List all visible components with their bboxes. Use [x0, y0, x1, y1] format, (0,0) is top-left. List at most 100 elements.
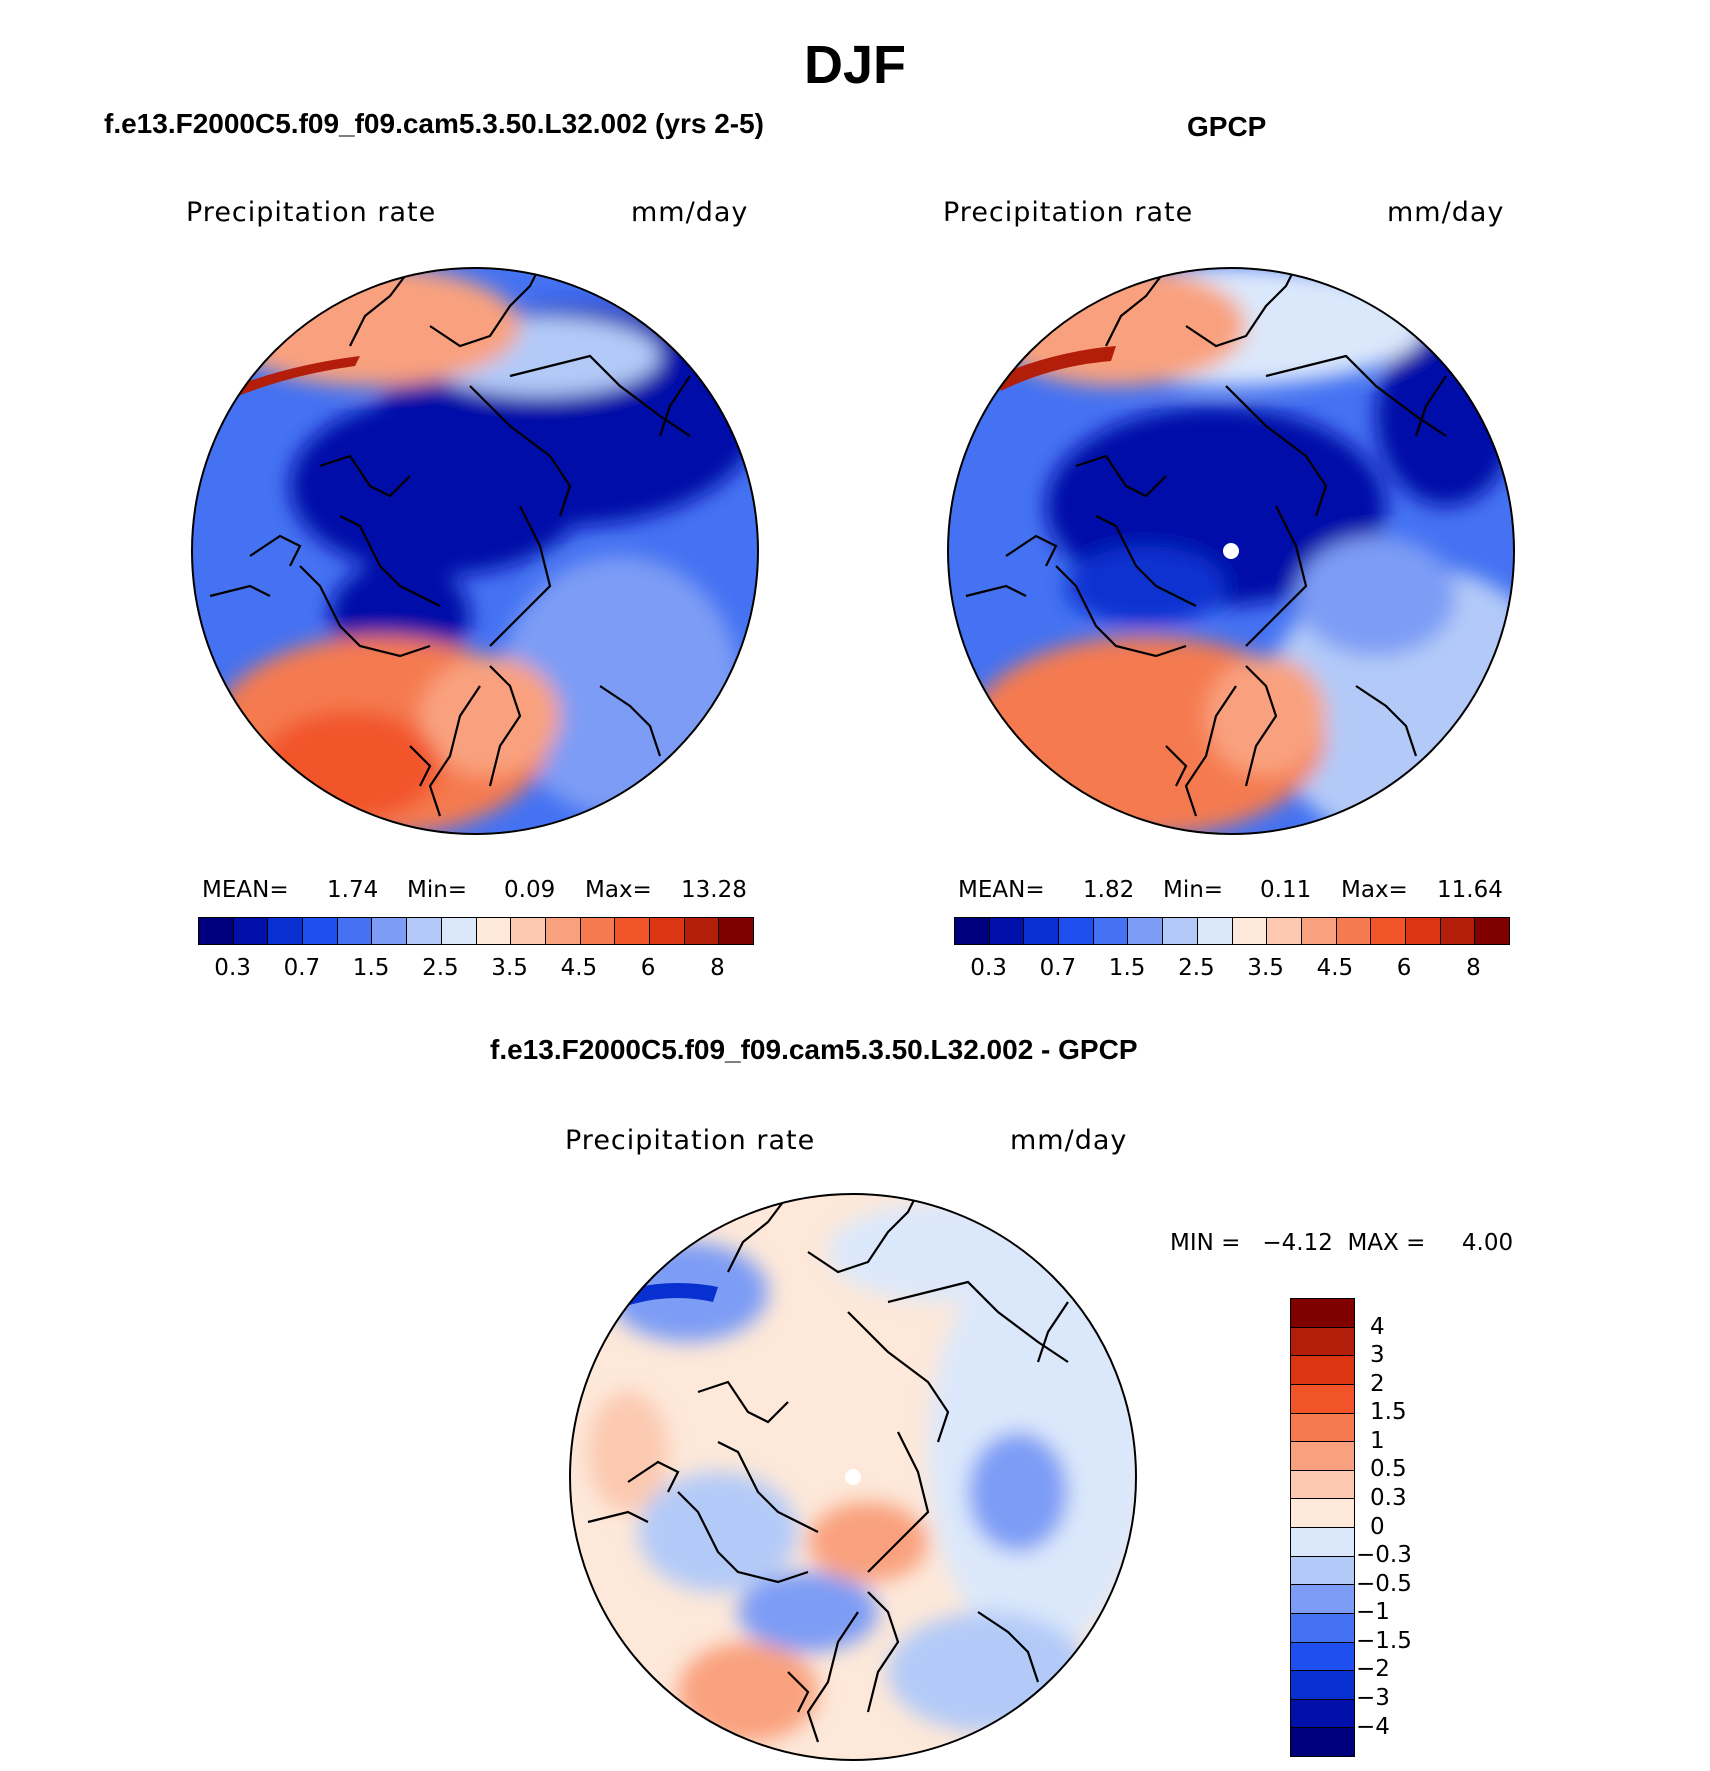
colorbar-swatch — [1291, 1327, 1354, 1357]
colorbar-tick-label: 3 — [1370, 1342, 1385, 1369]
colorbar-tick-label: −1.5 — [1356, 1627, 1412, 1654]
colorbar-tick-label: 0 — [1370, 1513, 1385, 1540]
colorbar-tick-label: 1 — [1370, 1427, 1385, 1454]
colorbar-swatch — [1128, 918, 1164, 944]
panel2-variable: Precipitation rate — [943, 197, 1194, 228]
colorbar-swatch — [615, 918, 650, 944]
colorbar-swatch — [1197, 918, 1233, 944]
colorbar-swatch — [1291, 1528, 1354, 1557]
panel1-mean-label: MEAN= — [202, 877, 289, 903]
colorbar-tick-label: 0.3 — [970, 955, 1007, 981]
colorbar-tick-label: 0.5 — [1370, 1456, 1407, 1483]
panel1-min-value: 0.09 — [504, 877, 556, 903]
colorbar-swatch — [303, 918, 338, 944]
panel3-title: f.e13.F2000C5.f09_f09.cam5.3.50.L32.002 … — [490, 1034, 1138, 1065]
panel2-title: GPCP — [1187, 111, 1267, 142]
colorbar-swatch — [1475, 918, 1509, 944]
colorbar-swatch — [1291, 1671, 1354, 1700]
colorbar-swatch — [1291, 1470, 1354, 1500]
colorbar-swatch — [1267, 918, 1302, 944]
colorbar-swatch — [1336, 918, 1372, 944]
panel3-colorbar-ticks: 4 3 2 1.5 1 0.5 0.3 0 −0.3 −0.5 −1 −1.5 … — [1356, 1298, 1470, 1755]
colorbar-swatch — [268, 918, 304, 944]
colorbar-swatch — [1291, 1442, 1354, 1471]
colorbar-tick-label: 8 — [710, 955, 725, 981]
colorbar-swatch — [684, 918, 720, 944]
colorbar-tick-label: −4 — [1356, 1713, 1390, 1740]
panel1-variable: Precipitation rate — [186, 197, 437, 228]
panel2-colorbar — [954, 917, 1510, 945]
colorbar-swatch — [989, 918, 1025, 944]
panel2-max-value: 11.64 — [1437, 877, 1503, 903]
colorbar-swatch — [1405, 918, 1441, 944]
panel2-max-label: Max= — [1341, 877, 1408, 903]
panel2-units: mm/day — [1387, 197, 1505, 228]
season-title: DJF — [803, 35, 906, 95]
colorbar-swatch — [1291, 1613, 1354, 1643]
colorbar-swatch — [1291, 1728, 1354, 1756]
colorbar-swatch — [1291, 1499, 1354, 1528]
colorbar-swatch — [719, 918, 753, 944]
panel2-min-label: Min= — [1163, 877, 1224, 903]
colorbar-swatch — [233, 918, 269, 944]
colorbar-swatch — [1291, 1556, 1354, 1586]
colorbar-swatch — [1291, 1642, 1354, 1672]
colorbar-tick-label: 3.5 — [491, 955, 528, 981]
panel1-units: mm/day — [631, 197, 749, 228]
panel1-min-label: Min= — [407, 877, 468, 903]
colorbar-swatch — [441, 918, 477, 944]
colorbar-swatch — [1163, 918, 1198, 944]
colorbar-tick-label: −1 — [1356, 1599, 1390, 1626]
panel3-variable: Precipitation rate — [565, 1125, 816, 1156]
colorbar-tick-label: −0.5 — [1356, 1570, 1412, 1597]
colorbar-swatch — [199, 918, 234, 944]
colorbar-swatch — [407, 918, 442, 944]
colorbar-swatch — [1093, 918, 1129, 944]
panel2-map — [947, 267, 1515, 835]
colorbar-swatch — [1291, 1356, 1354, 1385]
colorbar-swatch — [1291, 1299, 1354, 1328]
colorbar-tick-label: 0.7 — [1039, 955, 1077, 981]
colorbar-tick-label: −2 — [1356, 1656, 1390, 1683]
colorbar-tick-label: 2 — [1370, 1370, 1385, 1397]
panel1-max-label: Max= — [585, 877, 652, 903]
colorbar-tick-label: 2.5 — [422, 955, 459, 981]
colorbar-tick-label: 4 — [1370, 1313, 1385, 1340]
panel2-mean-value: 1.82 — [1083, 877, 1135, 903]
colorbar-swatch — [955, 918, 990, 944]
colorbar-tick-label: 0.7 — [283, 955, 321, 981]
colorbar-tick-label: 6 — [640, 955, 656, 981]
colorbar-tick-label: 6 — [1396, 955, 1412, 981]
colorbar-swatch — [1291, 1699, 1354, 1729]
panel1-title: f.e13.F2000C5.f09_f09.cam5.3.50.L32.002 … — [104, 108, 764, 139]
colorbar-swatch — [337, 918, 373, 944]
colorbar-tick-label: 1.5 — [1370, 1399, 1407, 1426]
panel2-colorbar-ticks: 0.3 0.7 1.5 2.5 3.5 4.5 6 8 — [954, 955, 1508, 985]
colorbar-tick-label: 3.5 — [1247, 955, 1284, 981]
colorbar-swatch — [1291, 1384, 1354, 1414]
colorbar-tick-label: 4.5 — [1316, 955, 1354, 981]
colorbar-swatch — [649, 918, 685, 944]
colorbar-swatch — [545, 918, 581, 944]
colorbar-swatch — [1440, 918, 1476, 944]
panel3-minmax: MIN = −4.12 MAX = 4.00 — [1170, 1230, 1514, 1256]
colorbar-swatch — [372, 918, 408, 944]
colorbar-swatch — [1291, 1413, 1354, 1443]
colorbar-tick-label: 4.5 — [560, 955, 598, 981]
colorbar-tick-label: 1.5 — [352, 955, 390, 981]
panel3-map — [569, 1193, 1137, 1761]
panel3-units: mm/day — [1010, 1125, 1128, 1156]
colorbar-swatch — [1291, 1585, 1354, 1614]
colorbar-swatch — [1024, 918, 1060, 944]
panel2-mean-label: MEAN= — [958, 877, 1045, 903]
colorbar-tick-label: 2.5 — [1178, 955, 1215, 981]
colorbar-swatch — [1059, 918, 1094, 944]
colorbar-swatch — [476, 918, 512, 944]
colorbar-swatch — [1371, 918, 1406, 944]
colorbar-tick-label: −0.3 — [1356, 1542, 1412, 1569]
colorbar-tick-label: −3 — [1356, 1684, 1390, 1711]
colorbar-swatch — [511, 918, 546, 944]
colorbar-tick-label: 1.5 — [1108, 955, 1146, 981]
colorbar-tick-label: 0.3 — [1370, 1485, 1407, 1511]
panel2-min-value: 0.11 — [1260, 877, 1312, 903]
